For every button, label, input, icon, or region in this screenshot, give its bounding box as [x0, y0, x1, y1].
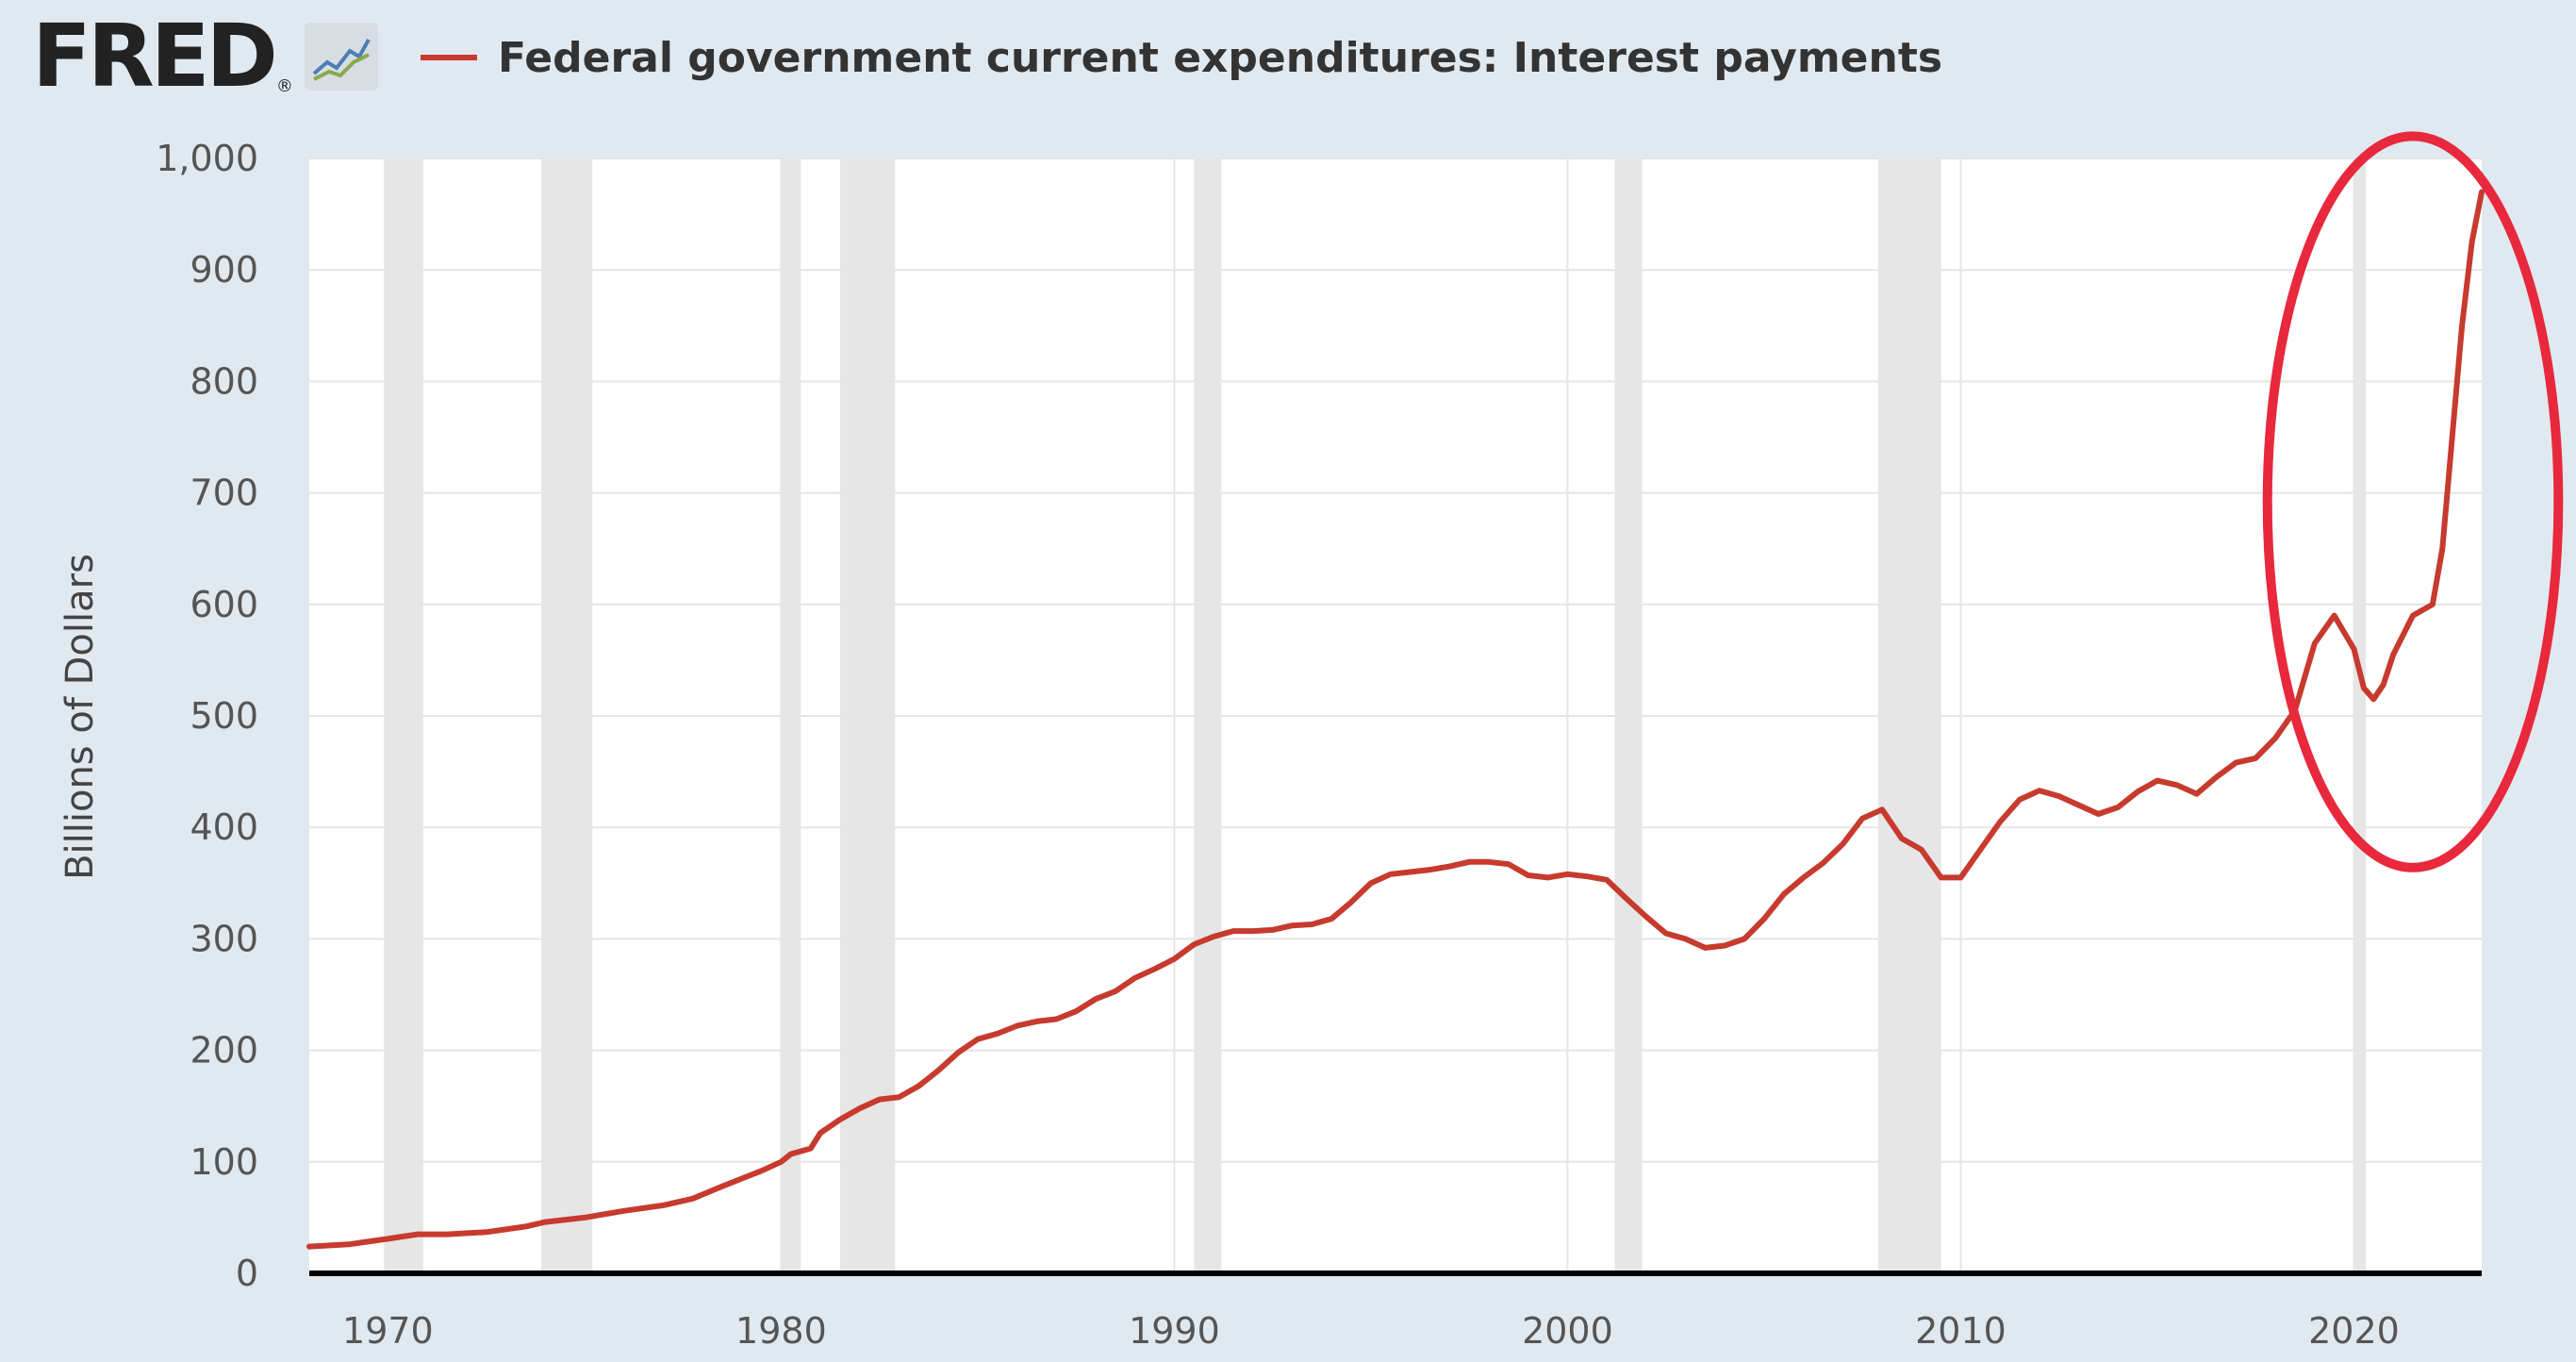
- chart-line-icon: [304, 23, 378, 91]
- fred-logo[interactable]: FRED ®: [32, 9, 378, 104]
- gridlines: [309, 158, 2482, 1273]
- chart-header: FRED ® Federal government current expend…: [0, 0, 2576, 123]
- y-tick-label: 300: [190, 918, 258, 959]
- x-axis-ticks: 1970 1980 1990 2000 2010 2020: [342, 1310, 2400, 1352]
- y-tick-label: 100: [190, 1141, 258, 1183]
- y-tick-label: 1,000: [156, 138, 258, 179]
- y-axis-title: Billions of Dollars: [58, 554, 102, 880]
- chart-legend: Federal government current expenditures:…: [421, 26, 1942, 89]
- x-tick-label: 2000: [1522, 1310, 1613, 1352]
- y-axis-ticks: 0 100 200 300 400 500 600 700 800 900 1,000: [156, 138, 258, 1294]
- legend-label: Federal government current expenditures:…: [498, 33, 1943, 82]
- highlight-ellipse: [2262, 131, 2564, 872]
- y-tick-label: 900: [190, 249, 258, 291]
- x-tick-label: 1970: [342, 1310, 434, 1352]
- legend-swatch: [421, 55, 477, 60]
- fred-wordmark: FRED: [32, 6, 278, 107]
- series-line: [306, 189, 2485, 1250]
- y-tick-label: 200: [190, 1030, 258, 1071]
- y-tick-label: 500: [190, 695, 258, 737]
- registered-mark: ®: [275, 76, 293, 96]
- y-tick-label: 800: [190, 360, 258, 402]
- y-tick-label: 400: [190, 806, 258, 848]
- x-tick-label: 2020: [2308, 1310, 2400, 1352]
- x-tick-label: 2010: [1915, 1310, 2006, 1352]
- y-tick-label: 700: [190, 473, 258, 514]
- series-group: [306, 189, 2485, 1250]
- x-tick-label: 1980: [735, 1310, 827, 1352]
- annotation-layer: [2262, 131, 2564, 872]
- y-tick-label: 600: [190, 584, 258, 625]
- x-tick-label: 1990: [1129, 1310, 1220, 1352]
- y-tick-label: 0: [236, 1253, 258, 1294]
